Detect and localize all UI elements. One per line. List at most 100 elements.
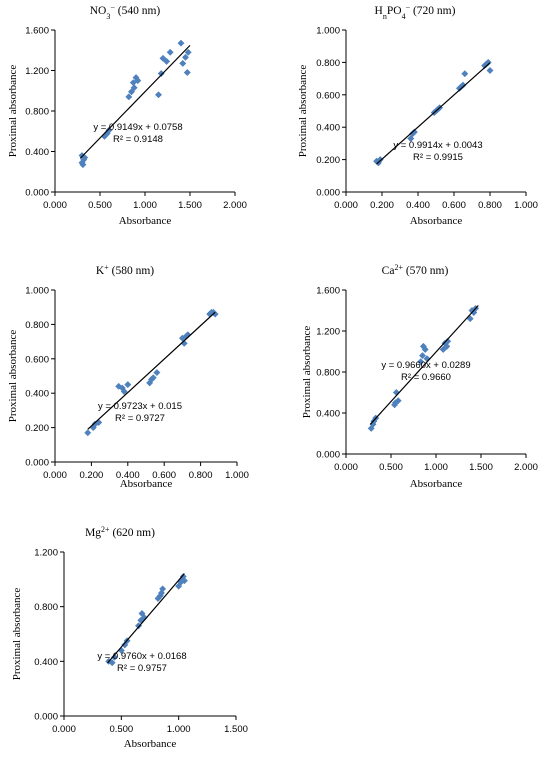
- data-point: [149, 374, 157, 382]
- y-tick-label: 0.800: [316, 58, 340, 69]
- trendline: [79, 44, 191, 159]
- x-tick-label: 1.500: [224, 724, 248, 735]
- r-squared-label: R² = 0.9915: [413, 152, 463, 163]
- trendline-equation: y = 0.9760x + 0.0168: [97, 651, 186, 662]
- chart-title-part: 2+: [394, 263, 403, 272]
- data-point: [120, 387, 128, 396]
- x-tick-label: 0.500: [109, 724, 133, 735]
- y-tick-label: 1.200: [316, 327, 340, 338]
- chart-panel-hnpo4: HnPO4− (720 nm) 0.000 0.200 0.400 0.600 0.800…: [290, 0, 550, 250]
- data-point: [166, 48, 174, 56]
- data-point: [211, 310, 219, 318]
- chart-title-part: (720 nm): [410, 5, 456, 17]
- y-axis-title: Proximal absorbance: [301, 326, 313, 419]
- chart-title-part: K: [96, 265, 105, 277]
- data-point: [84, 429, 92, 437]
- data-point: [421, 345, 429, 354]
- y-tick-label: 0.400: [25, 147, 49, 158]
- trendline: [107, 573, 185, 664]
- x-tick-label: 0.200: [370, 200, 394, 211]
- data-point: [410, 128, 418, 136]
- chart-title-part: H: [375, 5, 383, 17]
- chart-panel-no3: NO3− (540 nm) 0.000 0.400 0.800 1.200 1.600 0.…: [0, 0, 275, 250]
- chart-panel-ca: Ca2+ (570 nm) 0.000 0.400 0.800 1.200 1.600 0.…: [290, 262, 550, 502]
- chart-title-part: 4: [402, 12, 406, 21]
- chart-title-part: (580 nm): [109, 265, 155, 277]
- y-tick-label: 1.200: [25, 66, 49, 77]
- x-tick-label: 1.000: [514, 200, 538, 211]
- data-point: [184, 48, 192, 56]
- r-squared-label: R² = 0.9148: [113, 134, 163, 145]
- data-point: [125, 93, 133, 101]
- chart-panel-k: K+ (580 nm) 0.000 0.200 0.400 0.600 0.800 1.00…: [0, 262, 275, 502]
- data-point: [115, 382, 123, 390]
- chart-title: HnPO4− (720 nm): [375, 3, 456, 21]
- y-tick-label: 0.000: [316, 450, 340, 461]
- x-tick-label: 0.600: [152, 470, 176, 481]
- chart-panel-mg: Mg2+ (620 nm) 0.000 0.400 0.800 1.200 0.000 0.…: [0, 512, 275, 758]
- data-point: [153, 369, 161, 377]
- y-tick-label: 0.400: [34, 657, 58, 668]
- x-tick-label: 0.000: [52, 724, 76, 735]
- chart-title-part: −: [110, 3, 115, 12]
- chart-title-part: NO: [90, 5, 107, 17]
- data-point: [159, 585, 167, 593]
- chart-title-part: Ca: [382, 265, 395, 277]
- y-tick-label: 0.000: [34, 712, 58, 723]
- data-point: [110, 653, 119, 661]
- y-tick-label: 1.000: [25, 286, 49, 297]
- chart-title: K+ (580 nm): [96, 263, 154, 278]
- data-point: [177, 39, 185, 47]
- y-tick-label: 1.600: [316, 286, 340, 297]
- data-point: [484, 58, 492, 66]
- data-point: [394, 397, 402, 405]
- x-tick-label: 0.200: [80, 470, 104, 481]
- chart-title: Mg2+ (620 nm): [85, 525, 155, 540]
- chart-title-part: (570 nm): [403, 265, 449, 277]
- y-tick-label: 0.000: [316, 188, 340, 199]
- trendline: [369, 305, 479, 425]
- x-tick-label: 0.800: [478, 200, 502, 211]
- y-tick-label: 0.600: [316, 90, 340, 101]
- x-tick-label: 2.000: [223, 200, 247, 211]
- data-point: [163, 57, 171, 65]
- x-axis-title: Absorbance: [120, 478, 173, 490]
- trendline: [376, 62, 491, 165]
- r-squared-label: R² = 0.9727: [115, 413, 165, 424]
- y-tick-label: 0.200: [316, 155, 340, 166]
- chart-svg-hnpo4: HnPO4− (720 nm) 0.000 0.200 0.400 0.600 0.800…: [297, 3, 538, 228]
- x-axis-title: Absorbance: [410, 478, 463, 490]
- x-tick-label: 0.600: [442, 200, 466, 211]
- x-tick-label: 0.000: [43, 470, 67, 481]
- y-axis-title: Proximal absorbance: [11, 588, 23, 681]
- x-tick-label: 0.000: [334, 462, 358, 473]
- y-axis-title: Proximal absorbance: [297, 65, 309, 158]
- x-axis-title: Absorbance: [410, 215, 463, 227]
- trendline: [87, 311, 216, 430]
- data-point: [180, 577, 188, 585]
- y-tick-label: 0.800: [25, 107, 49, 118]
- x-tick-label: 0.400: [116, 470, 140, 481]
- x-tick-label: 1.000: [225, 470, 249, 481]
- y-axis-title: Proximal absorbance: [7, 65, 19, 158]
- chart-svg-mg: Mg2+ (620 nm) 0.000 0.400 0.800 1.200 0.000 0.…: [11, 525, 248, 751]
- x-tick-label: 0.400: [406, 200, 430, 211]
- data-point: [459, 81, 467, 89]
- data-point: [79, 161, 87, 169]
- data-point: [108, 659, 116, 667]
- y-tick-label: 1.200: [34, 548, 58, 559]
- y-tick-label: 0.000: [25, 188, 49, 199]
- r-squared-label: R² = 0.9757: [117, 663, 167, 674]
- chart-title-part: 2+: [101, 525, 110, 534]
- x-tick-label: 0.000: [43, 200, 67, 211]
- y-tick-label: 0.800: [34, 602, 58, 613]
- trendline-equation: y = 0.9723x + 0.015: [98, 401, 182, 412]
- data-point: [418, 352, 427, 360]
- x-tick-label: 1.000: [424, 462, 448, 473]
- chart-title-part: Mg: [85, 527, 101, 539]
- y-tick-label: 0.400: [25, 389, 49, 400]
- y-tick-label: 1.000: [316, 26, 340, 37]
- y-tick-label: 0.400: [316, 123, 340, 134]
- chart-svg-no3: NO3− (540 nm) 0.000 0.400 0.800 1.200 1.600 0.…: [7, 3, 247, 228]
